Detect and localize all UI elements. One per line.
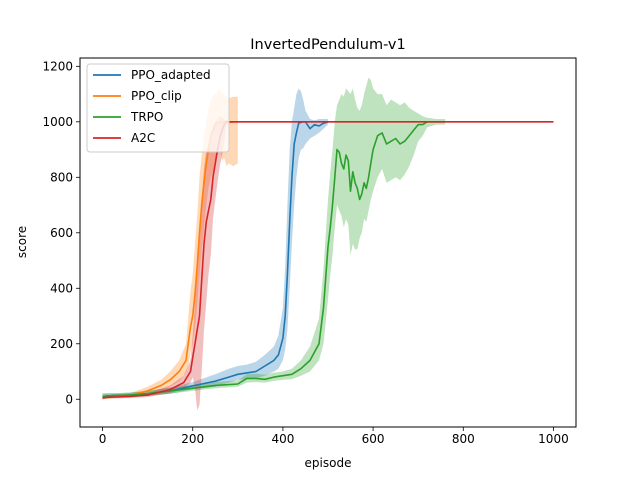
y-tick-label: 800 [50,170,73,184]
ppo-clip-band [102,88,238,400]
a2c-band [102,116,554,411]
y-tick-label: 600 [50,226,73,240]
x-tick-label: 1000 [538,432,569,446]
y-tick-label: 400 [50,281,73,295]
x-axis-label: episode [305,456,352,470]
trpo-band [102,77,446,399]
x-tick-label: 400 [271,432,294,446]
y-tick-label: 200 [50,337,73,351]
legend-label-ppo-adapted: PPO_adapted [131,68,211,82]
legend: PPO_adapted PPO_clip TRPO A2C [86,63,230,153]
confidence-bands [102,77,554,411]
trpo-line [102,121,446,398]
legend-label-a2c: A2C [131,131,155,145]
legend-label-ppo-clip: PPO_clip [131,89,182,103]
ppo-adapted-band [102,88,328,400]
legend-frame [86,63,230,153]
a2c-line [102,121,554,399]
y-tick-label: 1200 [42,59,73,73]
y-axis-ticks: 0 200 400 600 800 1000 1200 [42,59,80,406]
chart-title: InvertedPendulum-v1 [250,37,405,53]
x-tick-label: 0 [99,432,107,446]
y-tick-label: 1000 [42,115,73,129]
plot-frame [79,57,577,428]
y-axis-label: score [15,226,29,258]
x-tick-label: 600 [362,432,385,446]
x-axis-ticks: 0 200 400 600 800 1000 [99,427,569,446]
y-tick-label: 0 [65,392,73,406]
legend-label-trpo: TRPO [130,110,163,124]
x-tick-label: 800 [452,432,475,446]
x-tick-label: 200 [181,432,204,446]
